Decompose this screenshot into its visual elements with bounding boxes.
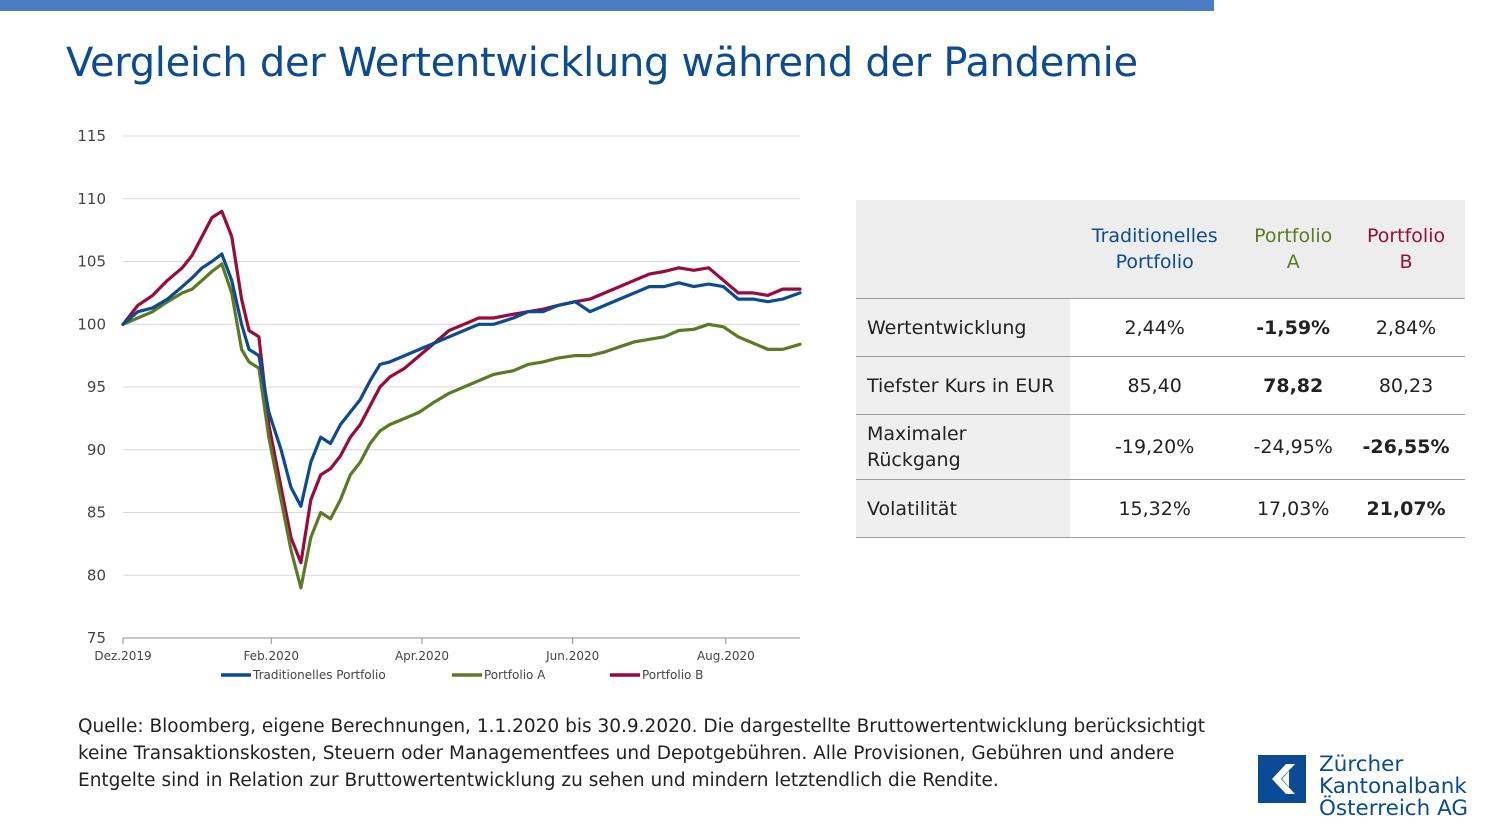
logo-line-1: Zürcher	[1319, 752, 1404, 777]
x-tick-label: Apr.2020	[395, 649, 449, 663]
y-tick-label: 95	[87, 378, 106, 396]
series-line-traditional	[121, 252, 802, 508]
performance-line-chart: 75 80 85 90 95 100 105 110 115 Dez.2019 Feb.2020 Ap…	[77, 127, 802, 682]
chart-legend: Traditionelles Portfolio Portfolio A Portf…	[221, 668, 703, 682]
table-header-empty	[856, 200, 1070, 299]
table-cell: 2,84%	[1347, 298, 1465, 357]
y-tick-label: 85	[87, 504, 106, 522]
zkb-shield-logo-icon	[1258, 755, 1306, 803]
x-tick-label: Dez.2019	[94, 649, 151, 663]
table-cell: 17,03%	[1239, 479, 1348, 538]
table-row: Wertentwicklung 2,44% -1,59% 2,84%	[856, 298, 1465, 357]
row-label-volatilitaet: Volatilität	[856, 479, 1070, 538]
y-tick-label: 100	[77, 315, 106, 333]
table-cell: 85,40	[1070, 356, 1240, 415]
y-tick-label: 110	[77, 190, 106, 208]
table-cell: 21,07%	[1347, 479, 1465, 538]
table-row: Volatilität 15,32% 17,03% 21,07%	[856, 479, 1465, 538]
kpi-table: Traditionelles Portfolio Portfolio A Portf…	[856, 200, 1465, 538]
table-cell: 15,32%	[1070, 479, 1240, 538]
legend-label: Portfolio A	[484, 668, 546, 682]
page-title: Vergleich der Wertentwicklung während de…	[66, 40, 1138, 86]
series-line-portfolio-b	[121, 209, 802, 565]
y-tick-label: 105	[77, 253, 106, 271]
table-row: Tiefster Kurs in EUR 85,40 78,82 80,23	[856, 356, 1465, 415]
table-cell: -19,20%	[1070, 414, 1240, 480]
logo-line-2: Kantonalbank	[1319, 774, 1467, 799]
logo-line-3: Österreich AG	[1319, 796, 1469, 821]
legend-label: Portfolio B	[642, 668, 703, 682]
x-tick-label: Aug.2020	[697, 649, 755, 663]
col-header-traditional: Traditionelles Portfolio	[1070, 200, 1240, 299]
table-header-row: Traditionelles Portfolio Portfolio A Portf…	[856, 200, 1465, 299]
source-note: Quelle: Bloomberg, eigene Berechnungen, …	[78, 716, 1205, 791]
y-tick-label: 90	[87, 441, 106, 459]
col-header-portfolio-a: Portfolio A	[1239, 200, 1348, 299]
col-header-portfolio-b: Portfolio B	[1347, 200, 1465, 299]
series-line-portfolio-a	[121, 262, 802, 590]
y-tick-label: 115	[77, 127, 106, 145]
table-cell: -1,59%	[1239, 298, 1348, 357]
row-label-wertentwicklung: Wertentwicklung	[856, 298, 1070, 357]
table-cell: -24,95%	[1239, 414, 1348, 480]
table-cell: -26,55%	[1347, 414, 1465, 480]
table-cell: 2,44%	[1070, 298, 1240, 357]
x-tick-label: Feb.2020	[243, 649, 299, 663]
table-cell: 78,82	[1239, 356, 1348, 415]
logo-wordmark: Zürcher Kantonalbank Österreich AG	[1319, 754, 1468, 820]
x-tick-label: Jun.2020	[545, 649, 599, 663]
legend-label: Traditionelles Portfolio	[252, 668, 386, 682]
zkb-logo: Zürcher Kantonalbank Österreich AG	[1258, 754, 1498, 825]
chart-series	[121, 209, 802, 590]
y-tick-label: 80	[87, 566, 106, 584]
table-cell: 80,23	[1347, 356, 1465, 415]
chart-gridlines	[123, 135, 800, 576]
table-row: Maximaler Rückgang -19,20% -24,95% -26,55…	[856, 414, 1465, 480]
row-label-tiefster-kurs: Tiefster Kurs in EUR	[856, 356, 1070, 415]
y-tick-label: 75	[87, 629, 106, 647]
top-accent-bar	[0, 0, 1214, 11]
chart-axes: 75 80 85 90 95 100 105 110 115 Dez.2019 Feb.2020 Ap…	[77, 127, 800, 663]
row-label-maximaler-rueckgang: Maximaler Rückgang	[856, 414, 1070, 480]
